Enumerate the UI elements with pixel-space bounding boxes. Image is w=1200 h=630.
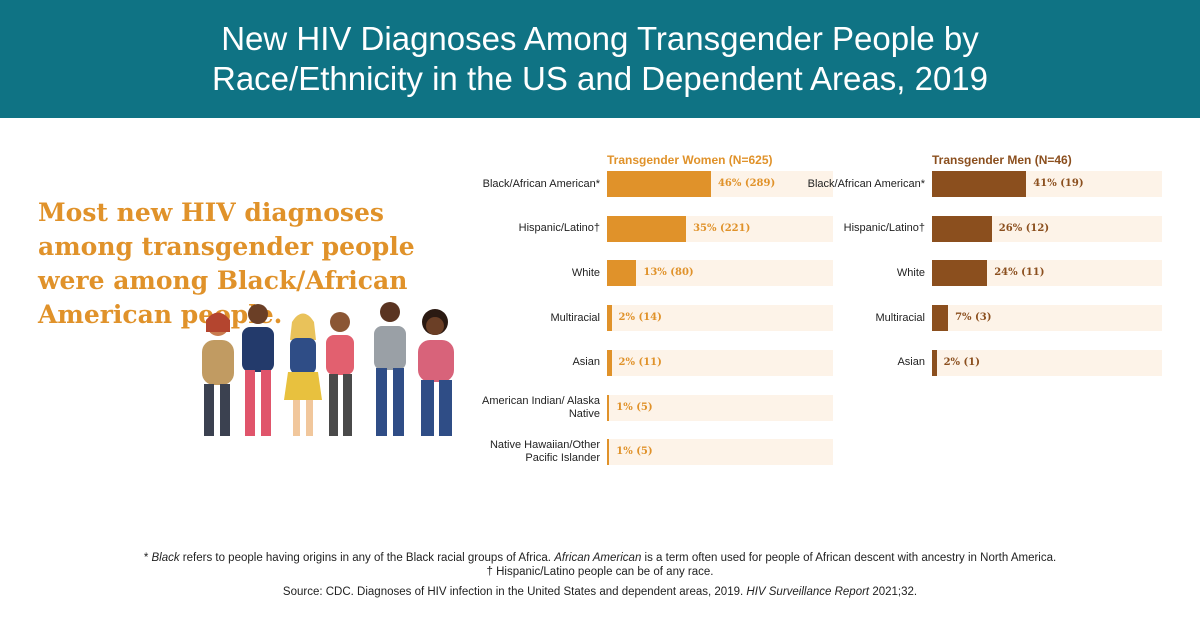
footnote-text: Black — [151, 552, 180, 564]
category-label: White — [571, 266, 600, 279]
value-label: 1% (5) — [616, 401, 653, 413]
person — [374, 302, 406, 436]
bar — [607, 394, 610, 421]
category-label: White — [896, 266, 925, 279]
footnote-text: African American — [554, 552, 642, 564]
source-text: 2021;32. — [869, 586, 918, 598]
value-label: 24% (11) — [994, 267, 1045, 279]
value-label: 35% (221) — [693, 222, 751, 234]
bar — [607, 349, 612, 376]
value-label: 13% (80) — [643, 267, 694, 279]
bar-track — [607, 349, 833, 376]
footnote-text: is a term often used for people of Afric… — [641, 552, 1057, 564]
bar-track — [607, 260, 833, 287]
bar — [607, 305, 612, 332]
illustration — [202, 302, 454, 436]
category-label: American Indian/ Alaska Native — [481, 394, 600, 420]
category-label: Black/African American* — [807, 177, 925, 190]
bar-track — [932, 305, 1162, 332]
bar-track — [607, 305, 833, 332]
value-label: 41% (19) — [1033, 178, 1084, 189]
bar — [932, 305, 949, 332]
bar-track — [607, 394, 833, 421]
category-label: Asian — [897, 356, 925, 369]
source-text: HIV Surveillance Report — [746, 586, 870, 598]
bar — [607, 260, 637, 287]
person — [418, 309, 454, 436]
bar — [607, 215, 687, 242]
value-label: 7% (3) — [955, 312, 992, 324]
category-label: Multiracial — [550, 311, 600, 324]
chart-title: Transgender Men (N=46) — [932, 153, 1072, 167]
category-label: Hispanic/Latino† — [518, 222, 600, 235]
headline: Most new HIV diagnoses among transgender… — [38, 198, 415, 329]
footnote: * Black refers to people having origins … — [0, 551, 1200, 565]
source: Source: CDC. Diagnoses of HIV infection … — [0, 585, 1200, 599]
chart-title: Transgender Women (N=625) — [607, 153, 773, 167]
value-label: 26% (12) — [998, 222, 1050, 234]
person — [326, 312, 354, 436]
bar — [932, 260, 988, 287]
footnote: † Hispanic/Latino people can be of any r… — [0, 565, 1200, 579]
value-label: 46% (289) — [717, 178, 776, 189]
title: New HIV Diagnoses Among Transgender Peop… — [212, 20, 988, 97]
bar-track — [607, 439, 833, 466]
person — [202, 312, 234, 436]
value-label: 2% (1) — [943, 356, 980, 368]
person — [242, 304, 274, 436]
category-label: Black/African American* — [482, 177, 600, 190]
footnote-text: refers to people having origins in any o… — [179, 552, 555, 564]
bar — [607, 439, 610, 466]
category-label: Native Hawaiian/Other Pacific Islander — [489, 439, 600, 465]
bar — [607, 171, 711, 197]
bar — [932, 171, 1027, 197]
value-label: 2% (11) — [618, 356, 662, 368]
notes: * Black refers to people having origins … — [0, 551, 1200, 599]
footnote-text: * — [143, 552, 152, 564]
footnote-text: † Hispanic/Latino people can be of any r… — [486, 566, 714, 578]
category-label: Asian — [572, 356, 600, 369]
value-label: 2% (14) — [618, 312, 662, 324]
bar — [932, 349, 937, 376]
category-label: Multiracial — [875, 311, 925, 324]
source-text: Source: CDC. Diagnoses of HIV infection … — [282, 586, 747, 598]
bar-track — [932, 349, 1162, 376]
person — [284, 313, 322, 436]
header: New HIV Diagnoses Among Transgender Peop… — [0, 0, 1200, 118]
bar — [932, 215, 992, 242]
value-label: 1% (5) — [616, 446, 653, 458]
category-label: Hispanic/Latino† — [843, 222, 925, 235]
